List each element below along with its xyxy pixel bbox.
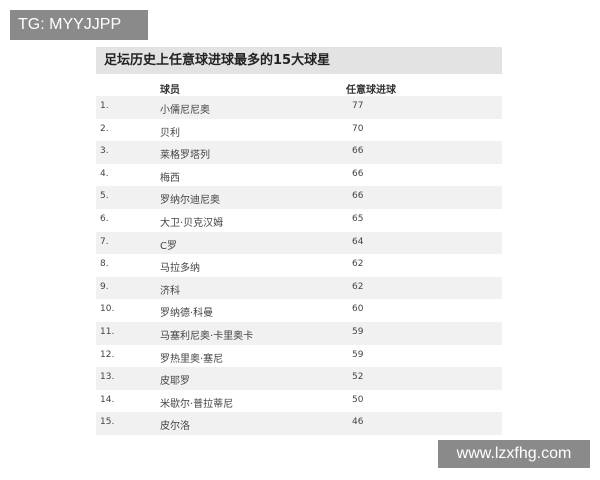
player-name-cell: 皮尔洛 bbox=[160, 421, 190, 433]
goals-cell: 62 bbox=[352, 281, 364, 292]
table-row: 10. 罗纳德·科曼 60 bbox=[96, 299, 502, 322]
rank-cell: 3. bbox=[100, 146, 109, 157]
rank-cell: 6. bbox=[100, 213, 109, 224]
goals-cell: 77 bbox=[352, 101, 364, 111]
goals-cell: 66 bbox=[352, 168, 364, 179]
player-name-cell: 贝利 bbox=[160, 127, 180, 139]
rank-cell: 1. bbox=[100, 101, 109, 111]
rank-cell: 9. bbox=[100, 281, 109, 292]
table-row: 15. 皮尔洛 46 bbox=[96, 412, 502, 435]
rank-cell: 8. bbox=[100, 259, 109, 270]
goals-cell: 46 bbox=[352, 417, 364, 428]
table-title: 足坛历史上任意球进球最多的15大球星 bbox=[96, 47, 502, 74]
player-name-cell: C罗 bbox=[160, 240, 177, 252]
player-name-cell: 大卫·贝克汉姆 bbox=[160, 217, 224, 229]
goals-cell: 59 bbox=[352, 326, 364, 337]
goals-cell: 66 bbox=[352, 146, 364, 157]
player-name-cell: 罗纳德·科曼 bbox=[160, 308, 214, 320]
watermark-bottom-right: www.lzxfhg.com bbox=[438, 440, 590, 468]
player-name-cell: 梅西 bbox=[160, 172, 180, 184]
player-name-cell: 小儒尼尼奥 bbox=[160, 105, 210, 116]
player-name-cell: 皮耶罗 bbox=[160, 376, 190, 388]
player-name-cell: 罗热里奥·塞尼 bbox=[160, 353, 224, 365]
table-row: 3. 莱格罗塔列 66 bbox=[96, 141, 502, 164]
goals-cell: 52 bbox=[352, 372, 364, 383]
goals-cell: 64 bbox=[352, 236, 364, 247]
player-name-cell: 米歇尔·普拉蒂尼 bbox=[160, 398, 234, 410]
watermark-top-left: TG: MYYJJPP bbox=[10, 10, 148, 40]
table-row: 12. 罗热里奥·塞尼 59 bbox=[96, 345, 502, 368]
rank-cell: 4. bbox=[100, 168, 109, 179]
table-row: 7. C罗 64 bbox=[96, 231, 502, 255]
rank-cell: 11. bbox=[100, 326, 115, 337]
rank-cell: 13. bbox=[100, 372, 115, 383]
player-name-cell: 马拉多纳 bbox=[160, 263, 200, 275]
goals-cell: 70 bbox=[352, 123, 364, 134]
player-name-cell: 马塞利尼奥·卡里奥卡 bbox=[160, 330, 254, 342]
table-row: 2. 贝利 70 bbox=[96, 119, 502, 142]
rank-cell: 12. bbox=[100, 349, 115, 360]
goals-cell: 59 bbox=[352, 349, 364, 360]
rank-cell: 10. bbox=[100, 304, 115, 315]
rank-cell: 14. bbox=[100, 394, 115, 405]
table-row: 14. 米歇尔·普拉蒂尼 50 bbox=[96, 390, 502, 413]
player-name-cell: 莱格罗塔列 bbox=[160, 150, 210, 162]
goals-cell: 66 bbox=[352, 191, 364, 202]
rank-cell: 5. bbox=[100, 191, 109, 202]
goals-cell: 62 bbox=[352, 259, 364, 270]
header-goals: 任意球进球 bbox=[346, 85, 396, 96]
goals-cell: 50 bbox=[352, 394, 364, 405]
table-body: 1. 小儒尼尼奥 77 2. 贝利 70 3. 莱格罗塔列 66 4. 梅西 66 5. 罗纳尔迪尼奥 66… bbox=[96, 96, 502, 435]
table-row: 13. 皮耶罗 52 bbox=[96, 367, 502, 390]
table-row: 6. 大卫·贝克汉姆 65 bbox=[96, 209, 502, 232]
goals-cell: 60 bbox=[352, 304, 364, 315]
table-row: 5. 罗纳尔迪尼奥 66 bbox=[96, 186, 502, 209]
table-header: 球员 任意球进球 bbox=[96, 78, 502, 97]
table-row: 8. 马拉多纳 62 bbox=[96, 254, 502, 277]
rank-cell: 7. bbox=[100, 236, 109, 247]
rank-cell: 2. bbox=[100, 123, 109, 134]
goals-cell: 65 bbox=[352, 213, 364, 224]
rank-cell: 15. bbox=[100, 417, 115, 428]
table-row: 1. 小儒尼尼奥 77 bbox=[96, 96, 502, 119]
player-name-cell: 济科 bbox=[160, 285, 180, 297]
table-row: 11. 马塞利尼奥·卡里奥卡 59 bbox=[96, 321, 502, 345]
table-row: 9. 济科 62 bbox=[96, 276, 502, 300]
table-row: 4. 梅西 66 bbox=[96, 164, 502, 187]
header-player: 球员 bbox=[160, 85, 180, 96]
player-name-cell: 罗纳尔迪尼奥 bbox=[160, 195, 220, 207]
